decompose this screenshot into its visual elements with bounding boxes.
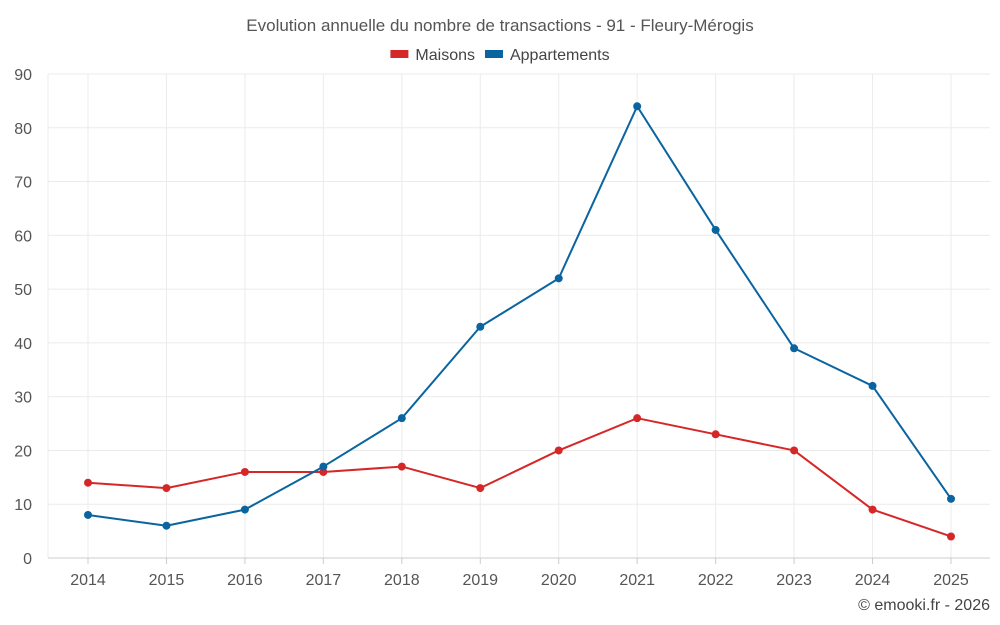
legend-label-maisons: Maisons <box>415 47 475 64</box>
data-point-appartements-2021[interactable]: Appartements 2021: 84 <box>633 102 642 111</box>
x-tick-label-2016: 2016 <box>227 572 263 589</box>
x-tick-label-2015: 2015 <box>149 572 185 589</box>
y-tick-label-0: 0 <box>23 551 32 568</box>
y-tick-label-60: 60 <box>14 228 32 245</box>
x-tick-label-2024: 2024 <box>855 572 891 589</box>
y-tick-label-20: 20 <box>14 443 32 460</box>
data-point-appartements-2017[interactable]: Appartements 2017: 17 <box>319 462 328 471</box>
data-point-maisons-2015[interactable]: Maisons 2015: 13 <box>162 484 171 493</box>
legend-item-maisons[interactable]: Maisons <box>390 47 475 64</box>
legend-item-appartements[interactable]: Appartements <box>484 47 610 64</box>
x-tick-label-2020: 2020 <box>541 572 577 589</box>
y-axis: 0 10 20 30 40 50 60 70 80 90 <box>14 67 32 568</box>
data-point-appartements-2024[interactable]: Appartements 2024: 32 <box>868 381 877 390</box>
x-tick-label-2019: 2019 <box>462 572 498 589</box>
x-tick-label-2021: 2021 <box>619 572 655 589</box>
series-line-appartements <box>87 105 952 527</box>
data-point-appartements-2016[interactable]: Appartements 2016: 9 <box>240 505 249 514</box>
data-point-appartements-2025[interactable]: Appartements 2025: 11 <box>947 494 955 503</box>
x-tick-label-2018: 2018 <box>384 572 420 589</box>
x-axis: 2014 2015 2016 2017 2018 2019 2020 2021 2022 2023… <box>48 557 990 589</box>
data-point-maisons-2020[interactable]: Maisons 2020: 20 <box>554 446 563 455</box>
y-tick-label-30: 30 <box>14 390 32 407</box>
data-point-appartements-2018[interactable]: Appartements 2018: 26 <box>397 414 406 423</box>
x-tick-label-2022: 2022 <box>698 572 734 589</box>
data-point-appartements-2022[interactable]: Appartements 2022: 61 <box>711 225 720 234</box>
legend: Maisons Appartements <box>390 47 610 64</box>
legend-label-appartements: Appartements <box>510 47 610 64</box>
data-point-maisons-2014[interactable]: Maisons 2014: 14 <box>84 478 92 487</box>
y-tick-label-40: 40 <box>14 336 32 353</box>
y-tick-label-70: 70 <box>14 175 32 192</box>
data-point-maisons-2025[interactable]: Maisons 2025: 4 <box>947 532 955 541</box>
data-point-appartements-2014[interactable]: Appartements 2014: 8 <box>84 510 92 519</box>
gridlines <box>47 73 990 558</box>
data-point-maisons-2016[interactable]: Maisons 2016: 16 <box>240 467 249 476</box>
series-line-maisons <box>87 417 952 538</box>
legend-swatch-maisons <box>390 50 409 58</box>
data-point-maisons-2024[interactable]: Maisons 2024: 9 <box>868 505 877 514</box>
data-point-maisons-2018[interactable]: Maisons 2018: 17 <box>397 462 406 471</box>
x-tick-label-2023: 2023 <box>776 572 812 589</box>
x-tick-label-2014: 2014 <box>70 572 106 589</box>
data-point-appartements-2015[interactable]: Appartements 2015: 6 <box>162 521 171 530</box>
x-tick-label-2025: 2025 <box>933 572 969 589</box>
data-point-maisons-2021[interactable]: Maisons 2021: 26 <box>633 414 642 423</box>
data-point-appartements-2020[interactable]: Appartements 2020: 52 <box>554 274 563 283</box>
y-tick-label-10: 10 <box>14 497 32 514</box>
data-point-maisons-2023[interactable]: Maisons 2023: 20 <box>790 446 799 455</box>
series-maisons: Maisons 2014: 14 Maisons 2015: 13 Maisons … <box>84 414 955 541</box>
y-tick-label-80: 80 <box>14 121 32 138</box>
y-tick-label-90: 90 <box>14 67 32 84</box>
x-tick-label-2017: 2017 <box>306 572 342 589</box>
series-appartements: Appartements 2014: 8 Appartements 2015: 6… <box>84 102 955 530</box>
data-point-appartements-2019[interactable]: Appartements 2019: 43 <box>476 322 485 331</box>
series-layer: Maisons 2014: 14 Maisons 2015: 13 Maisons … <box>84 102 955 541</box>
data-point-maisons-2019[interactable]: Maisons 2019: 13 <box>476 484 485 493</box>
data-point-appartements-2023[interactable]: Appartements 2023: 39 <box>790 344 799 353</box>
data-point-maisons-2022[interactable]: Maisons 2022: 23 <box>711 430 720 439</box>
copyright-credit: © emooki.fr - 2026 <box>858 597 990 614</box>
y-tick-label-50: 50 <box>14 282 32 299</box>
chart-title: Evolution annuelle du nombre de transact… <box>246 16 753 35</box>
legend-swatch-appartements <box>484 50 503 58</box>
